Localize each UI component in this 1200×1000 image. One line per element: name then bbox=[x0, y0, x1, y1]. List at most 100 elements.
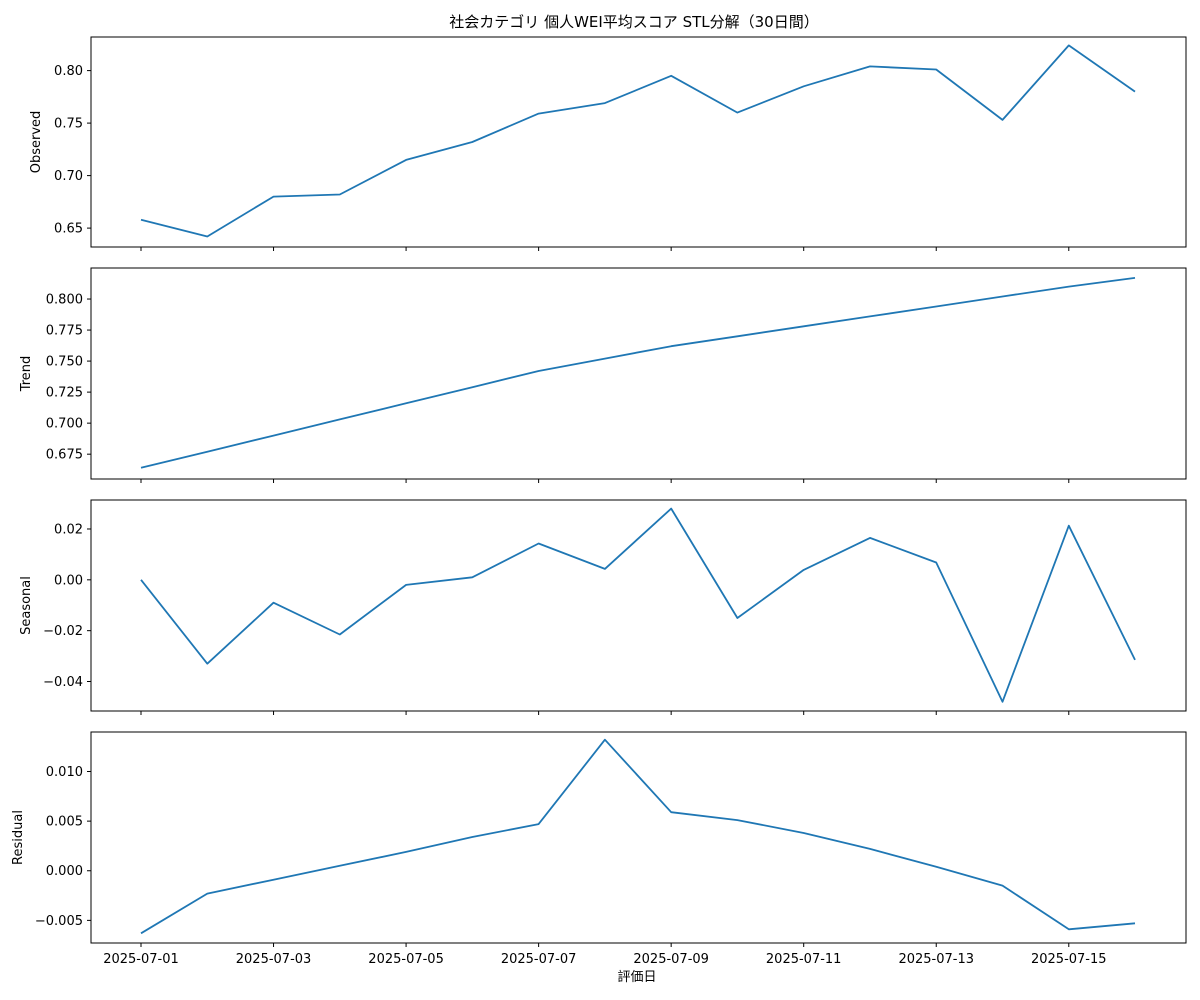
x-tick-label: 2025-07-05 bbox=[368, 952, 444, 967]
series-line-residual bbox=[140, 738, 1136, 935]
data-point-observed bbox=[1067, 44, 1070, 47]
data-point-trend bbox=[868, 315, 871, 318]
y-tick-label-trend: 0.775 bbox=[46, 324, 83, 339]
y-axis-label-observed: Observed bbox=[29, 111, 44, 174]
data-point-seasonal bbox=[802, 568, 805, 571]
axes-frame-residual bbox=[90, 731, 1187, 944]
data-point-residual bbox=[736, 819, 739, 822]
panels: 0.650.700.750.80Observed0.6750.7000.7250… bbox=[11, 36, 1187, 967]
panel-trend: 0.675 0.700 0.725 0.750 0.775 0.800 Trend bbox=[19, 267, 1187, 483]
data-point-trend bbox=[206, 450, 209, 453]
data-point-observed bbox=[338, 193, 341, 196]
data-point-residual bbox=[1001, 884, 1004, 887]
data-point-residual bbox=[338, 864, 341, 867]
x-tick-label: 2025-07-15 bbox=[1031, 952, 1107, 967]
data-point-seasonal bbox=[868, 536, 871, 539]
data-point-residual bbox=[603, 738, 606, 741]
data-point-trend bbox=[736, 335, 739, 338]
y-tick-label-observed: 0.65 bbox=[54, 222, 83, 237]
y-tick-label-residual: −0.005 bbox=[35, 914, 83, 929]
y-tick-label-residual: 0.005 bbox=[46, 815, 83, 830]
x-tick-label: 2025-07-11 bbox=[766, 952, 842, 967]
data-point-trend bbox=[802, 325, 805, 328]
data-point-seasonal bbox=[1134, 658, 1137, 661]
y-tick-label-observed: 0.80 bbox=[54, 64, 83, 79]
data-point-seasonal bbox=[206, 662, 209, 665]
axes-frame-trend bbox=[90, 267, 1187, 480]
data-point-observed bbox=[802, 85, 805, 88]
y-tick-label-observed: 0.75 bbox=[54, 117, 83, 132]
y-tick-label-residual: 0.010 bbox=[46, 765, 83, 780]
data-point-observed bbox=[206, 235, 209, 238]
data-point-trend bbox=[1067, 285, 1070, 288]
data-point-observed bbox=[868, 65, 871, 68]
x-tick-label: 2025-07-13 bbox=[898, 952, 974, 967]
data-point-observed bbox=[471, 141, 474, 144]
data-point-residual bbox=[1134, 922, 1137, 925]
x-tick-label: 2025-07-01 bbox=[103, 952, 179, 967]
data-point-observed bbox=[140, 218, 143, 221]
data-point-observed bbox=[405, 158, 408, 161]
y-tick-label-seasonal: −0.02 bbox=[43, 624, 83, 639]
data-point-seasonal bbox=[140, 578, 143, 581]
data-point-seasonal bbox=[935, 561, 938, 564]
y-tick-label-seasonal: 0.02 bbox=[54, 522, 83, 537]
y-tick-label-seasonal: 0.00 bbox=[54, 573, 83, 588]
data-point-seasonal bbox=[471, 576, 474, 579]
y-tick-label-residual: 0.000 bbox=[46, 864, 83, 879]
data-point-trend bbox=[670, 345, 673, 348]
data-point-seasonal bbox=[405, 583, 408, 586]
data-point-observed bbox=[935, 68, 938, 71]
data-point-residual bbox=[670, 811, 673, 814]
x-tick-label: 2025-07-09 bbox=[633, 952, 709, 967]
series-line-observed bbox=[140, 44, 1136, 238]
data-point-observed bbox=[1001, 118, 1004, 121]
data-point-seasonal bbox=[603, 567, 606, 570]
axes-frame-seasonal bbox=[90, 499, 1187, 712]
y-axis-label-trend: Trend bbox=[19, 356, 34, 393]
data-point-seasonal bbox=[736, 616, 739, 619]
y-tick-label-trend: 0.800 bbox=[46, 293, 83, 308]
data-point-observed bbox=[272, 195, 275, 198]
data-point-trend bbox=[935, 305, 938, 308]
x-axis-label: 評価日 bbox=[617, 970, 656, 985]
series-line-trend bbox=[140, 277, 1136, 469]
data-point-residual bbox=[272, 878, 275, 881]
y-tick-label-trend: 0.675 bbox=[46, 448, 83, 463]
y-tick-label-observed: 0.70 bbox=[54, 169, 83, 184]
x-tick-label: 2025-07-07 bbox=[501, 952, 577, 967]
data-point-residual bbox=[471, 836, 474, 839]
data-point-observed bbox=[1134, 90, 1137, 93]
data-point-seasonal bbox=[670, 507, 673, 510]
series-line-seasonal bbox=[140, 507, 1136, 703]
data-point-residual bbox=[868, 847, 871, 850]
data-point-observed bbox=[736, 111, 739, 114]
y-axis-label-seasonal: Seasonal bbox=[19, 576, 34, 635]
data-point-residual bbox=[206, 892, 209, 895]
data-point-trend bbox=[1001, 295, 1004, 298]
data-point-residual bbox=[405, 850, 408, 853]
data-point-residual bbox=[140, 932, 143, 935]
data-point-residual bbox=[1067, 928, 1070, 931]
data-point-seasonal bbox=[1001, 700, 1004, 703]
y-tick-label-trend: 0.700 bbox=[46, 417, 83, 432]
data-point-trend bbox=[1134, 276, 1137, 279]
panel-observed: 0.65 0.70 0.75 0.80 Observed bbox=[29, 36, 1187, 251]
data-point-trend bbox=[603, 357, 606, 360]
axes-frame-observed bbox=[90, 36, 1187, 248]
data-point-trend bbox=[537, 370, 540, 373]
data-point-residual bbox=[537, 823, 540, 826]
data-point-observed bbox=[537, 112, 540, 115]
y-tick-label-seasonal: −0.04 bbox=[43, 675, 83, 690]
panel-residual: −0.005 0.000 0.005 0.010 2025-07-01 2025-07-0… bbox=[11, 731, 1187, 967]
data-point-trend bbox=[338, 418, 341, 421]
data-point-trend bbox=[405, 402, 408, 405]
data-point-residual bbox=[935, 865, 938, 868]
x-tick-label: 2025-07-03 bbox=[236, 952, 312, 967]
data-point-trend bbox=[272, 434, 275, 437]
data-point-residual bbox=[802, 832, 805, 835]
data-point-trend bbox=[471, 386, 474, 389]
y-tick-label-trend: 0.750 bbox=[46, 355, 83, 370]
data-point-observed bbox=[603, 102, 606, 105]
